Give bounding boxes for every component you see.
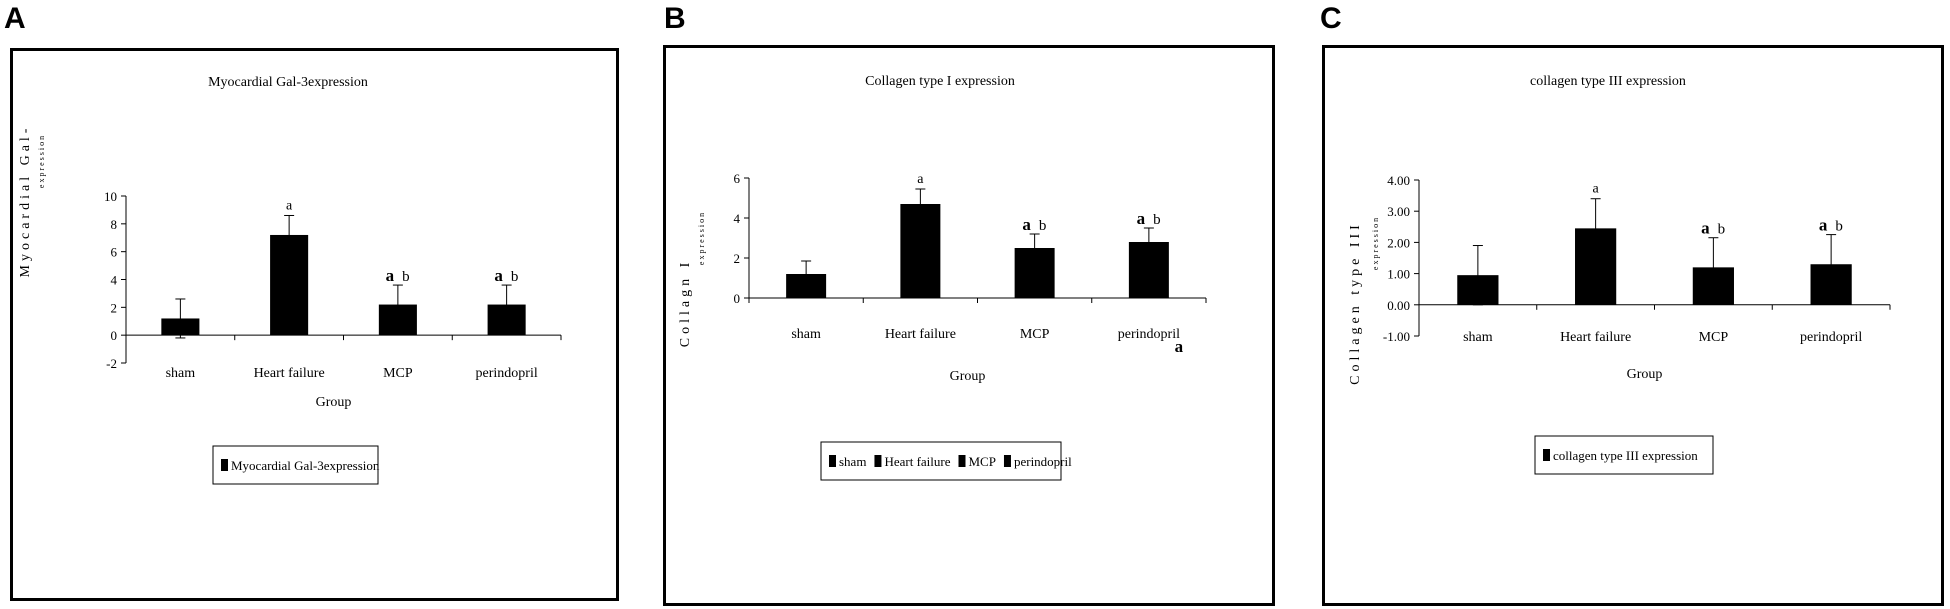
y-tick-label: 2.00 [1387, 235, 1410, 250]
significance-mark: a [386, 266, 395, 285]
significance-mark: a [286, 198, 293, 213]
category-label: MCP [383, 366, 413, 381]
significance-mark: b [1153, 212, 1161, 228]
significance-mark: a [1022, 215, 1031, 234]
y-tick-label: 6 [734, 171, 741, 186]
y-tick-label: 0.00 [1387, 298, 1410, 313]
legend-box [1534, 435, 1714, 475]
x-axis-title: Group [316, 395, 352, 410]
legend-swatch [1543, 449, 1550, 461]
category-label: sham [791, 327, 821, 342]
significance-mark: b [402, 269, 410, 285]
chart-svg-c: collagen type III expression 4.00 3.00 2.00… [1348, 74, 1891, 475]
significance-mark: a [1701, 219, 1710, 238]
y-tick-label: 4 [111, 273, 118, 288]
y-tick-label: -2 [106, 356, 117, 371]
chart-svg-a: Myocardial Gal-3expression 10 8 6 4 2 0 -2 sham a… [18, 75, 562, 485]
legend-label: Myocardial Gal-3expression [231, 458, 380, 473]
category-label: sham [166, 366, 196, 381]
category-label: Heart failure [254, 366, 325, 381]
chart-panel-c: collagen type III expression 4.00 3.00 2.00… [1322, 45, 1944, 606]
category-label: perindopril [476, 366, 538, 381]
legend-swatch [874, 455, 882, 467]
y-axis-subtitle: expression [697, 211, 706, 265]
chart-svg-b: Collagen type I expression 6 4 2 0 sham a Heart… [678, 74, 1207, 481]
y-axis-subtitle: expression [1371, 216, 1380, 270]
significance-mark: a [1819, 216, 1828, 235]
legend-swatch [829, 455, 836, 467]
y-tick-label: 0 [734, 291, 741, 306]
y-tick-label: 2 [111, 300, 118, 315]
y-axis-title: Collagn I [678, 259, 693, 348]
category-label: MCP [1020, 327, 1050, 342]
legend-swatch [958, 455, 966, 467]
chart-title: Myocardial Gal-3expression [208, 75, 368, 90]
panel-letter-a: A [4, 2, 26, 35]
category-label: perindopril [1118, 327, 1180, 342]
y-tick-label: 0 [111, 328, 118, 343]
x-axis-title: Group [950, 369, 986, 384]
chart-panel-b: Collagen type I expression 6 4 2 0 sham a Heart… [663, 45, 1275, 606]
y-tick-label: 4.00 [1387, 173, 1410, 188]
legend-box [212, 445, 379, 485]
significance-mark: b [1835, 219, 1843, 235]
legend-label: collagen type III expression [1553, 448, 1698, 463]
significance-mark: a [1593, 182, 1600, 197]
chart-panel-a: Myocardial Gal-3expression 10 8 6 4 2 0 -2 sham a… [10, 48, 619, 601]
panel-letter-b: B [664, 2, 686, 35]
chart-title: collagen type III expression [1530, 74, 1686, 89]
legend-swatch [221, 459, 228, 471]
legend-label: perindopril [1014, 454, 1072, 469]
y-tick-label: 2 [734, 251, 741, 266]
significance-mark: a [1137, 209, 1146, 228]
legend-label: MCP [969, 454, 996, 469]
legend-label: Heart failure [884, 454, 950, 469]
category-label: Heart failure [885, 327, 956, 342]
significance-mark: b [1039, 218, 1047, 234]
category-label: sham [1463, 330, 1493, 345]
y-tick-label: 4 [734, 211, 741, 226]
significance-mark: b [1718, 222, 1726, 238]
significance-mark: a [917, 172, 924, 187]
panel-letter-c: C [1320, 2, 1342, 35]
y-axis-title: Myocardial Gal- [18, 125, 33, 278]
y-tick-label: 10 [104, 189, 117, 204]
y-tick-label: 6 [111, 245, 118, 260]
x-axis-title: Group [1627, 367, 1663, 382]
y-axis-subtitle: expression [37, 134, 46, 188]
category-label: perindopril [1800, 330, 1862, 345]
significance-mark: a [1175, 337, 1184, 356]
significance-mark: a [494, 266, 503, 285]
bar [900, 204, 941, 298]
y-axis-title: Collagen type III [1348, 221, 1363, 385]
y-tick-label: 3.00 [1387, 204, 1410, 219]
y-tick-label: 8 [111, 217, 118, 232]
legend-box [820, 441, 1062, 481]
chart-title: Collagen type I expression [865, 74, 1015, 89]
y-tick-label: 1.00 [1387, 267, 1410, 282]
significance-mark: b [511, 269, 519, 285]
category-label: Heart failure [1560, 330, 1631, 345]
category-label: MCP [1699, 330, 1729, 345]
legend-swatch [1003, 455, 1011, 467]
y-tick-label: -1.00 [1383, 329, 1410, 344]
legend-label: sham [839, 454, 866, 469]
